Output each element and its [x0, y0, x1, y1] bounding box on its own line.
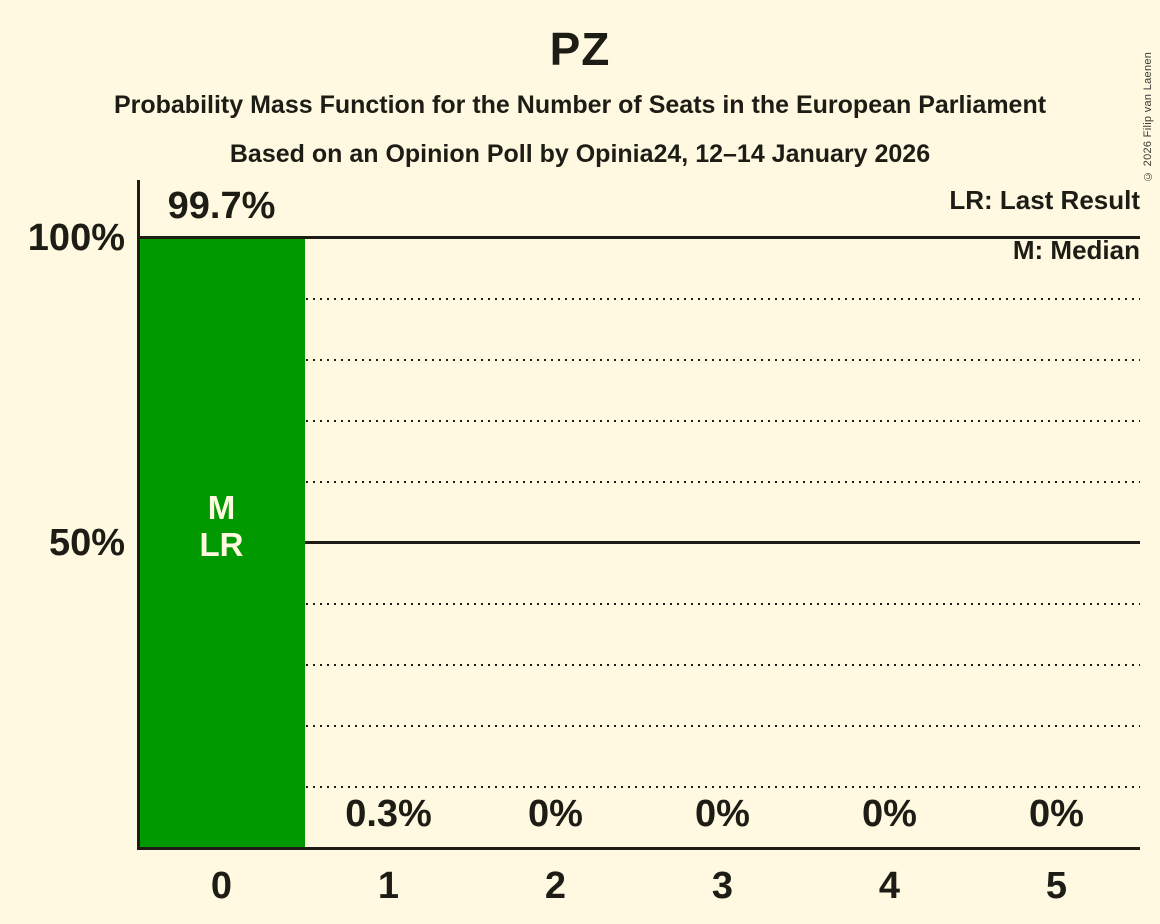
chart-subtitle: Probability Mass Function for the Number…: [113, 91, 1047, 119]
x-tick-label: 2: [544, 865, 567, 907]
bar-value-label: 99.7%: [167, 185, 276, 227]
gridline-dotted: [138, 603, 1140, 605]
bar-value-label: 0%: [695, 793, 750, 835]
median-lr-annotation: M LR: [199, 489, 244, 563]
bar-value-label: 0%: [1029, 793, 1084, 835]
x-axis-line: [137, 847, 1140, 850]
gridline-dotted: [138, 725, 1140, 727]
x-tick-label: 3: [711, 865, 734, 907]
bar: [138, 239, 305, 847]
chart-title: PZ: [549, 23, 611, 75]
chart-subtitle-source: Based on an Opinion Poll by Opinia24, 12…: [229, 140, 931, 168]
bar-value-label: 0%: [528, 793, 583, 835]
bar-value-label: 0%: [862, 793, 917, 835]
gridline-dotted: [138, 298, 1140, 300]
bar-value-label: 0.3%: [345, 793, 432, 835]
x-tick-label: 1: [377, 865, 400, 907]
x-tick-label: 4: [878, 865, 901, 907]
legend-median: M: Median: [1012, 235, 1140, 265]
x-tick-label: 5: [1045, 865, 1068, 907]
y-tick-label: 50%: [48, 522, 125, 564]
y-axis-line: [137, 180, 140, 850]
y-tick-label: 100%: [27, 217, 125, 259]
gridline-solid: [137, 236, 1140, 239]
gridline-dotted: [138, 420, 1140, 422]
x-tick-label: 0: [210, 865, 233, 907]
legend-last-result: LR: Last Result: [949, 185, 1140, 215]
gridline-dotted: [138, 359, 1140, 361]
gridline-dotted: [138, 481, 1140, 483]
gridline-dotted: [138, 786, 1140, 788]
gridline-dotted: [138, 664, 1140, 666]
gridline-solid: [137, 541, 1140, 544]
